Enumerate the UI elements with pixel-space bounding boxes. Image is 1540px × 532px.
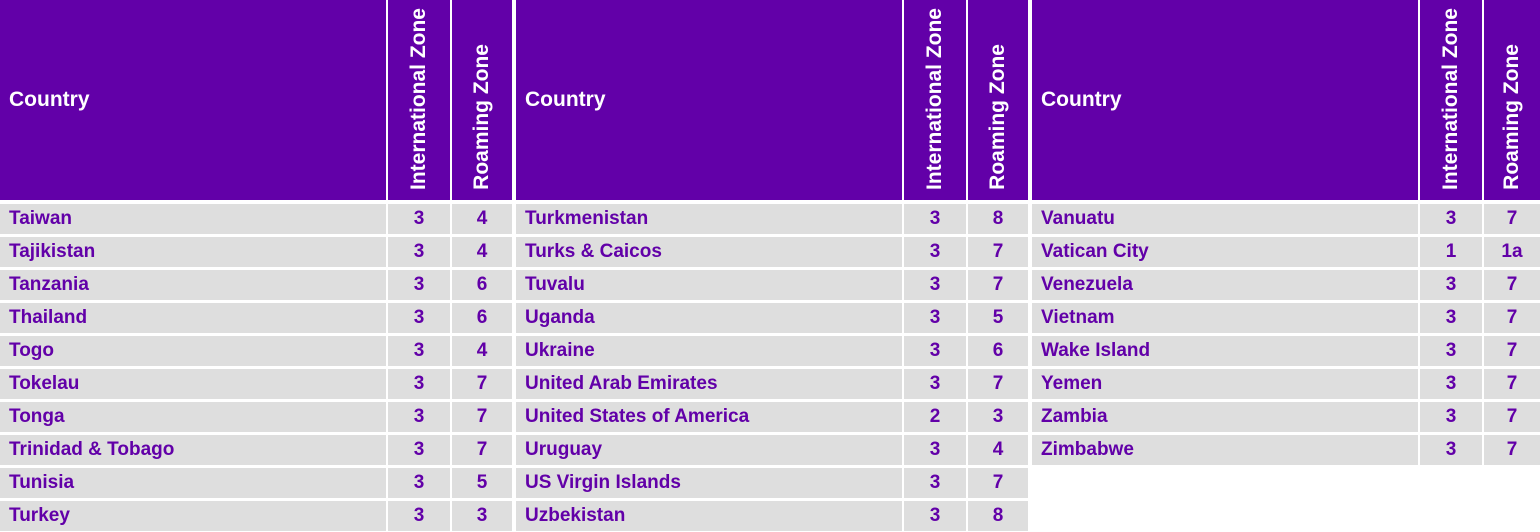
international-zone-cell: 3 <box>1420 204 1482 234</box>
country-cell: United States of America <box>516 402 902 432</box>
roaming-zone-cell: 7 <box>1484 369 1540 399</box>
country-cell: Vanuatu <box>1032 204 1418 234</box>
country-cell: Uzbekistan <box>516 501 902 531</box>
international-zone-cell: 3 <box>388 435 450 465</box>
roaming-zone-cell: 7 <box>452 402 512 432</box>
roaming-zone-cell: 1a <box>1484 237 1540 267</box>
roaming-zone-cell: 5 <box>968 303 1028 333</box>
country-cell: Ukraine <box>516 336 902 366</box>
international-zone-cell: 3 <box>904 435 966 465</box>
country-cell: Venezuela <box>1032 270 1418 300</box>
roaming-zone-cell: 6 <box>452 270 512 300</box>
header-international-zone-label: International Zone <box>1439 7 1462 190</box>
roaming-zone-cell: 4 <box>968 435 1028 465</box>
country-cell: Turks & Caicos <box>516 237 902 267</box>
country-cell: Turkmenistan <box>516 204 902 234</box>
international-zone-cell: 3 <box>904 336 966 366</box>
roaming-zone-cell: 4 <box>452 237 512 267</box>
country-cell: Wake Island <box>1032 336 1418 366</box>
country-cell: Vietnam <box>1032 303 1418 333</box>
roaming-zone-cell: 7 <box>452 435 512 465</box>
roaming-zone-cell: 3 <box>452 501 512 531</box>
roaming-zone-cell: 7 <box>1484 402 1540 432</box>
country-cell: Turkey <box>0 501 386 531</box>
header-international-zone: International Zone <box>904 0 966 200</box>
international-zone-cell: 3 <box>1420 270 1482 300</box>
country-cell: Thailand <box>0 303 386 333</box>
header-roaming-zone-label: Roaming Zone <box>986 44 1009 190</box>
roaming-zone-cell: 7 <box>1484 435 1540 465</box>
header-roaming-zone: Roaming Zone <box>452 0 512 200</box>
international-zone-cell: 3 <box>904 270 966 300</box>
header-country: Country <box>0 0 386 200</box>
header-roaming-zone: Roaming Zone <box>968 0 1028 200</box>
country-cell: Yemen <box>1032 369 1418 399</box>
roaming-zone-cell: 8 <box>968 204 1028 234</box>
country-cell: Tajikistan <box>0 237 386 267</box>
roaming-zone-cell: 7 <box>968 468 1028 498</box>
international-zone-cell: 3 <box>388 369 450 399</box>
header-country: Country <box>516 0 902 200</box>
international-zone-cell: 3 <box>388 270 450 300</box>
country-cell: Uruguay <box>516 435 902 465</box>
roaming-zone-cell: 8 <box>968 501 1028 531</box>
international-zone-cell: 3 <box>1420 369 1482 399</box>
country-cell: Uganda <box>516 303 902 333</box>
roaming-zone-cell: 6 <box>968 336 1028 366</box>
country-cell: Zimbabwe <box>1032 435 1418 465</box>
international-zone-cell: 3 <box>388 237 450 267</box>
international-zone-cell: 3 <box>904 237 966 267</box>
country-cell: Tonga <box>0 402 386 432</box>
country-cell: Tokelau <box>0 369 386 399</box>
header-international-zone-label: International Zone <box>923 7 946 190</box>
roaming-zone-cell: 7 <box>1484 336 1540 366</box>
international-zone-cell: 3 <box>388 336 450 366</box>
international-zone-cell: 3 <box>904 468 966 498</box>
country-cell: US Virgin Islands <box>516 468 902 498</box>
international-zone-cell: 3 <box>1420 303 1482 333</box>
international-zone-cell: 1 <box>1420 237 1482 267</box>
international-zone-cell: 3 <box>1420 435 1482 465</box>
roaming-zone-cell: 5 <box>452 468 512 498</box>
roaming-zone-cell: 7 <box>1484 204 1540 234</box>
country-cell: Vatican City <box>1032 237 1418 267</box>
roaming-zone-cell: 6 <box>452 303 512 333</box>
roaming-zone-cell: 4 <box>452 336 512 366</box>
country-cell: Zambia <box>1032 402 1418 432</box>
header-roaming-zone: Roaming Zone <box>1484 0 1540 200</box>
international-zone-cell: 3 <box>904 369 966 399</box>
roaming-zone-cell: 3 <box>968 402 1028 432</box>
international-zone-cell: 3 <box>904 303 966 333</box>
international-zone-cell: 3 <box>388 204 450 234</box>
roaming-zone-cell: 7 <box>1484 303 1540 333</box>
international-zone-cell: 3 <box>1420 402 1482 432</box>
header-country: Country <box>1032 0 1418 200</box>
international-zone-cell: 3 <box>388 501 450 531</box>
roaming-zone-cell: 7 <box>968 237 1028 267</box>
international-zone-cell: 3 <box>1420 336 1482 366</box>
country-cell: Tunisia <box>0 468 386 498</box>
international-zone-cell: 3 <box>388 402 450 432</box>
header-roaming-zone-label: Roaming Zone <box>470 44 493 190</box>
header-international-zone: International Zone <box>1420 0 1482 200</box>
roaming-zone-cell: 4 <box>452 204 512 234</box>
roaming-zone-cell: 7 <box>452 369 512 399</box>
country-cell: United Arab Emirates <box>516 369 902 399</box>
international-zone-cell: 3 <box>388 303 450 333</box>
header-international-zone: International Zone <box>388 0 450 200</box>
country-cell: Trinidad & Tobago <box>0 435 386 465</box>
international-zone-cell: 2 <box>904 402 966 432</box>
country-cell: Tanzania <box>0 270 386 300</box>
roaming-zone-cell: 7 <box>968 369 1028 399</box>
international-zone-cell: 3 <box>388 468 450 498</box>
roaming-zone-cell: 7 <box>968 270 1028 300</box>
international-zone-cell: 3 <box>904 204 966 234</box>
country-cell: Taiwan <box>0 204 386 234</box>
country-cell: Togo <box>0 336 386 366</box>
header-roaming-zone-label: Roaming Zone <box>1500 44 1523 190</box>
header-international-zone-label: International Zone <box>407 7 430 190</box>
roaming-zone-cell: 7 <box>1484 270 1540 300</box>
country-cell: Tuvalu <box>516 270 902 300</box>
international-zone-cell: 3 <box>904 501 966 531</box>
